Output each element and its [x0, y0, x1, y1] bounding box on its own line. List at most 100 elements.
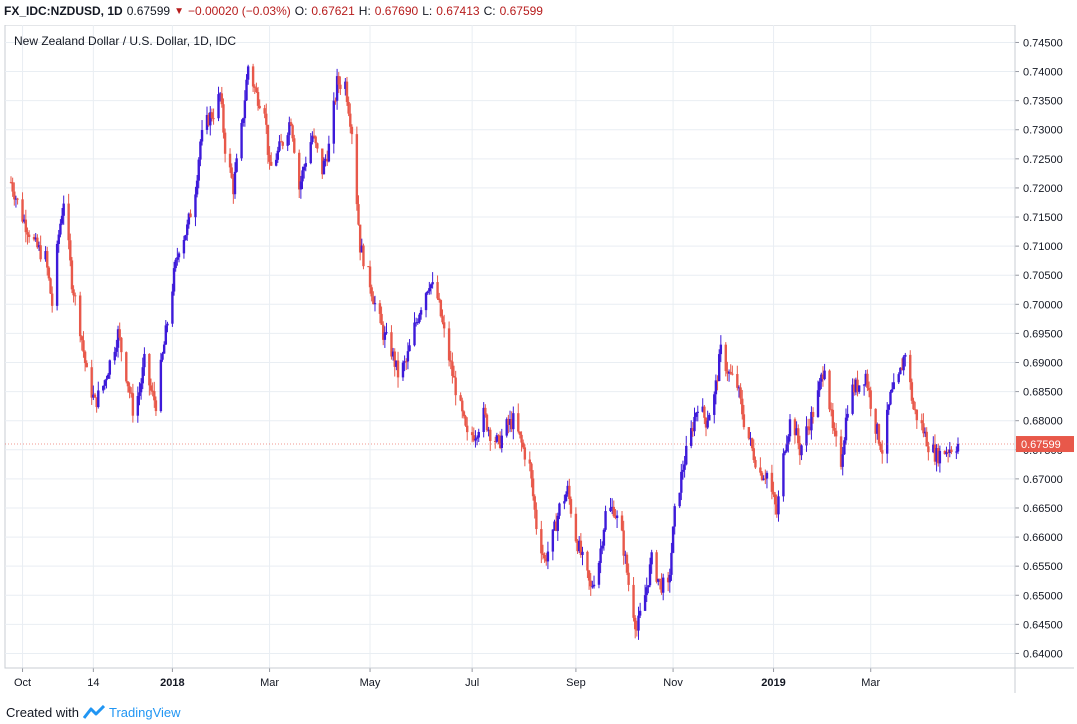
candle-body [737, 387, 741, 389]
candle-body [485, 414, 489, 431]
candle-body [372, 296, 375, 305]
candle-body [846, 413, 849, 418]
candle-body [946, 451, 950, 453]
candle-body [904, 354, 907, 357]
candle-body [187, 213, 191, 225]
chart-area[interactable]: 0.74500 0.74000 0.73500 0.73000 0.72500 0.720… [3, 25, 1074, 693]
candle-body [759, 467, 762, 473]
candle-body [344, 81, 347, 89]
candle-body [474, 438, 477, 441]
candle-body [498, 435, 502, 449]
candle-body [777, 496, 780, 515]
footer: Created with TradingView [6, 703, 181, 721]
candle-body [900, 367, 904, 371]
candle-body [49, 278, 52, 294]
candle-body [378, 303, 382, 314]
close-label: C: [483, 4, 496, 18]
candle-body [666, 577, 670, 583]
candle-body [484, 407, 487, 415]
candle-body [311, 135, 314, 143]
candle-body [818, 381, 821, 391]
candle-body [673, 506, 676, 527]
candle-body [212, 118, 215, 120]
candle-body [105, 378, 108, 381]
candle-body [899, 367, 902, 375]
y-tick-label: 0.68000 [1023, 416, 1063, 428]
candle-body [874, 408, 877, 434]
candle-body [703, 406, 706, 418]
candle-body [540, 529, 543, 554]
candle-body [637, 615, 640, 631]
candle-body [586, 551, 589, 571]
candle-body [24, 219, 28, 233]
candle-body [166, 323, 169, 326]
candle-body [533, 496, 536, 510]
candle-body [714, 380, 718, 395]
candle-body [309, 142, 312, 164]
candle-body [464, 416, 467, 426]
candle-body [788, 419, 792, 437]
last-price-label: 0.67599 [1021, 439, 1061, 451]
candle-body [143, 353, 146, 368]
candle-body [270, 161, 273, 166]
x-tick-label: 14 [87, 677, 99, 689]
candle-body [520, 434, 523, 443]
candle-body [841, 454, 844, 467]
candle-body [350, 126, 354, 135]
candle-body [403, 361, 406, 363]
candle-body [357, 204, 360, 225]
candle-body [50, 293, 54, 306]
candle-body [927, 446, 930, 453]
x-tick-label: 2018 [160, 677, 184, 689]
candle-body [922, 423, 925, 434]
candle-body [60, 215, 64, 224]
candle-body [228, 153, 232, 168]
candle-body [390, 332, 393, 357]
candle-body [32, 237, 36, 240]
candle-body [816, 390, 820, 417]
candle-body [517, 413, 520, 432]
candle-body [787, 436, 790, 445]
candle-body [217, 94, 220, 119]
candle-body [13, 191, 16, 200]
candle-body [416, 322, 419, 324]
candle-body [864, 373, 867, 385]
candle-body [569, 499, 573, 514]
candle-body [151, 390, 154, 392]
candle-body [22, 219, 26, 222]
x-tick-label: Nov [663, 677, 683, 689]
candle-body [937, 448, 940, 464]
tradingview-brand[interactable]: TradingView [108, 704, 181, 720]
candle-body [531, 478, 535, 497]
candle-body [546, 551, 550, 562]
candle-body [828, 370, 831, 410]
candle-body [717, 354, 721, 382]
candle-body [436, 282, 439, 299]
candle-body [138, 392, 141, 396]
candle-body [26, 232, 29, 235]
candle-body [268, 154, 271, 162]
candle-body [462, 411, 466, 417]
candle-body [194, 194, 197, 218]
candle-body [869, 390, 872, 409]
candle-body [727, 371, 731, 374]
candle-body [159, 359, 163, 412]
candle-body [887, 404, 891, 410]
candle-body [177, 253, 181, 258]
candle-body [322, 160, 326, 175]
candle-body [747, 427, 751, 439]
candle-body [327, 143, 331, 162]
candle-body [413, 322, 416, 346]
candle-body [347, 101, 350, 114]
candle-body [274, 159, 278, 166]
candle-body [291, 125, 294, 139]
candle-body [851, 384, 854, 414]
candle-body [223, 132, 227, 154]
candle-body [171, 291, 174, 324]
candle-body [576, 541, 579, 552]
candle-body [90, 367, 93, 398]
candle-body [102, 385, 105, 391]
candle-body [719, 344, 723, 355]
price-chart[interactable]: 0.74500 0.74000 0.73500 0.73000 0.72500 0.720… [3, 25, 1074, 693]
symbol-name[interactable]: FX_IDC:NZDUSD, 1D [4, 4, 123, 18]
